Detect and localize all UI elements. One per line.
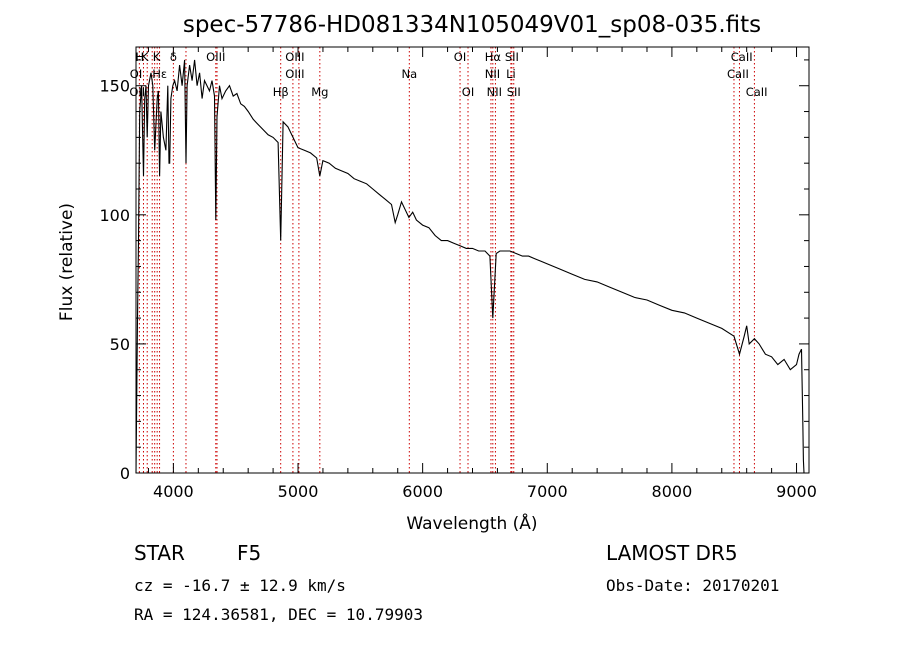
- x-tick-label: 4000: [153, 482, 194, 501]
- line-marker-label: K: [141, 50, 149, 64]
- line-marker-label: SII: [507, 85, 521, 99]
- survey-name: LAMOST DR5: [606, 541, 738, 565]
- line-marker-label: OIII: [206, 50, 225, 64]
- object-subclass: F5: [237, 541, 261, 565]
- axis-ticks: [136, 47, 809, 474]
- line-marker-label: CaII: [746, 85, 768, 99]
- line-marker-label: Hβ: [273, 85, 289, 99]
- x-axis-label: Wavelength (Å): [406, 512, 537, 534]
- axis-tick-labels: 4000 5000 6000 7000 8000 9000 0 50 100 150: [99, 77, 816, 501]
- line-marker-labels: HKOIOIIKHεδOIIIHβOIIIOIIIMgNaOIOIHαSIINI…: [129, 50, 767, 99]
- line-marker-label: K: [153, 50, 161, 64]
- line-marker-label: Hε: [152, 67, 167, 81]
- line-marker-label: OIII: [285, 50, 304, 64]
- observation-date: Obs-Date: 20170201: [606, 576, 779, 595]
- object-class: STAR: [134, 541, 185, 565]
- line-marker-label: Li: [506, 67, 516, 81]
- y-tick-label: 50: [110, 335, 130, 354]
- line-marker-label: NII: [485, 67, 500, 81]
- redshift-readout: cz = -16.7 ± 12.9 km/s: [134, 576, 346, 595]
- line-marker-label: CaII: [731, 50, 753, 64]
- line-marker-label: CaII: [727, 67, 749, 81]
- x-tick-label: 6000: [402, 482, 443, 501]
- line-marker-label: OII: [129, 85, 145, 99]
- x-tick-label: 5000: [278, 482, 319, 501]
- line-marker-label: NII: [487, 85, 502, 99]
- line-marker-label: Na: [401, 67, 417, 81]
- line-marker-label: OI: [462, 85, 474, 99]
- line-marker-label: OI: [454, 50, 466, 64]
- plot-frame: [135, 46, 810, 474]
- chart-title: spec-57786-HD081334N105049V01_sp08-035.f…: [183, 12, 761, 38]
- line-marker-label: Mg: [311, 85, 328, 99]
- coordinates-readout: RA = 124.36581, DEC = 10.79903: [134, 605, 423, 624]
- x-tick-label: 7000: [527, 482, 568, 501]
- y-tick-label: 150: [99, 77, 130, 96]
- line-markers: [138, 47, 755, 473]
- y-tick-label: 0: [120, 464, 130, 483]
- y-tick-label: 100: [99, 206, 130, 225]
- line-marker-label: Hα: [485, 50, 502, 64]
- x-tick-label: 9000: [776, 482, 817, 501]
- x-tick-label: 8000: [652, 482, 693, 501]
- line-marker-label: OIII: [285, 67, 304, 81]
- line-marker-label: SII: [505, 50, 519, 64]
- spectrum-series-line: [135, 59, 805, 474]
- y-axis-label: Flux (relative): [57, 203, 77, 321]
- line-marker-label: H: [135, 50, 144, 64]
